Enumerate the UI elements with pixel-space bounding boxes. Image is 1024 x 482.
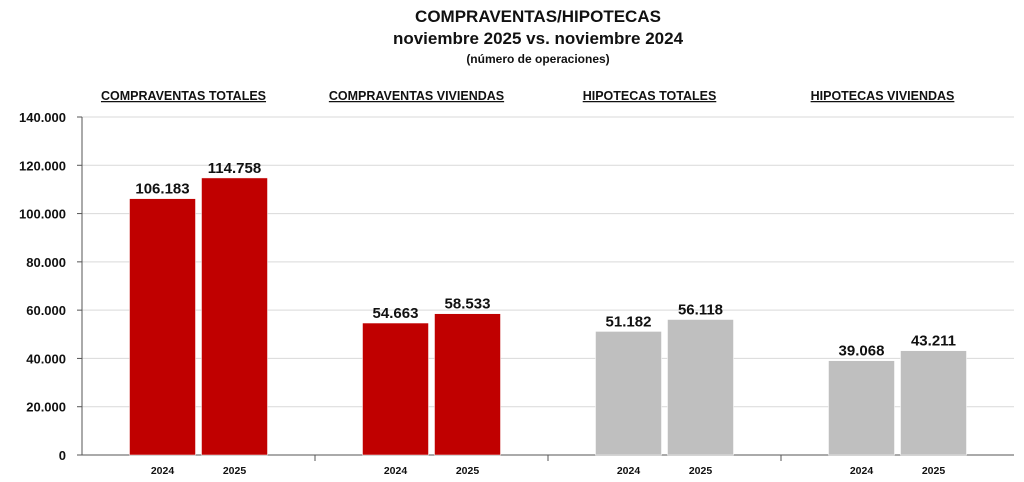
data-label: 51.182 [606, 313, 652, 330]
bar [434, 313, 501, 456]
y-tick-label: 20.000 [26, 400, 66, 415]
y-tick-label: 0 [59, 448, 66, 463]
x-tick-label: 2025 [223, 465, 247, 477]
bar [129, 198, 196, 456]
chart-subtitle: noviembre 2025 vs. noviembre 2024 [392, 29, 684, 48]
x-tick-label: 2024 [617, 465, 641, 477]
data-label: 114.758 [208, 160, 261, 177]
bar [362, 322, 429, 456]
x-tick-label: 2024 [850, 465, 874, 477]
x-tick-label: 2024 [384, 465, 408, 477]
data-label: 106.183 [135, 181, 189, 198]
bar [900, 350, 967, 456]
y-tick-label: 40.000 [26, 351, 66, 366]
bar [595, 331, 662, 456]
group-label: HIPOTECAS VIVIENDAS [811, 89, 955, 103]
y-tick-label: 120.000 [19, 158, 66, 173]
group-label: HIPOTECAS TOTALES [583, 89, 717, 103]
y-tick-label: 100.000 [19, 207, 66, 222]
data-label: 56.118 [678, 302, 723, 319]
x-tick-label: 2024 [151, 465, 175, 477]
y-tick-label: 60.000 [26, 303, 66, 318]
bar [828, 360, 895, 456]
chart-note: (número de operaciones) [466, 52, 610, 66]
y-tick-label: 80.000 [26, 255, 66, 270]
chart-title: COMPRAVENTAS/HIPOTECAS [415, 7, 661, 26]
data-label: 54.663 [373, 305, 419, 322]
bar [201, 177, 268, 456]
bar [667, 319, 734, 456]
group-label: COMPRAVENTAS VIVIENDAS [329, 89, 504, 103]
group-label: COMPRAVENTAS TOTALES [101, 89, 266, 103]
x-tick-label: 2025 [689, 465, 713, 477]
data-label: 58.533 [445, 296, 491, 313]
data-label: 39.068 [839, 343, 885, 360]
x-tick-label: 2025 [456, 465, 480, 477]
title-block: COMPRAVENTAS/HIPOTECAS noviembre 2025 vs… [26, 6, 1024, 68]
x-tick-label: 2025 [922, 465, 946, 477]
y-tick-label: 140.000 [19, 110, 66, 125]
data-label: 43.211 [911, 333, 956, 350]
